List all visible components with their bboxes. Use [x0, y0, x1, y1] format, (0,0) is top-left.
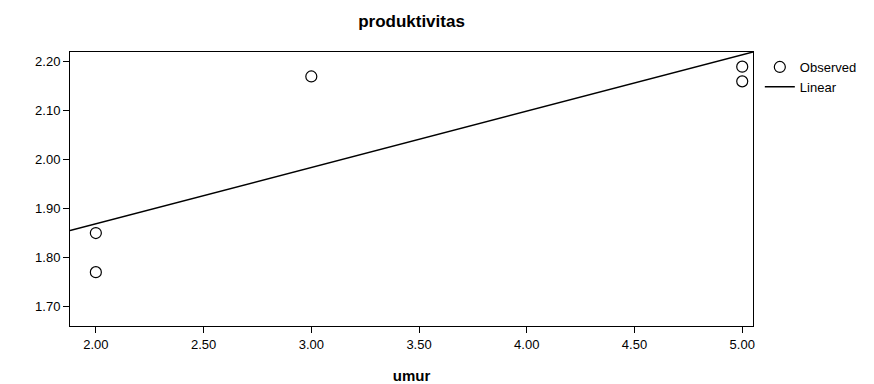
svg-text:4.50: 4.50: [622, 337, 647, 352]
svg-text:1.90: 1.90: [35, 201, 60, 216]
svg-text:umur: umur: [393, 367, 431, 384]
svg-text:2.50: 2.50: [191, 337, 216, 352]
svg-text:2.00: 2.00: [35, 152, 60, 167]
svg-text:3.00: 3.00: [299, 337, 324, 352]
svg-text:Observed: Observed: [800, 60, 856, 75]
svg-text:5.00: 5.00: [730, 337, 755, 352]
svg-text:produktivitas: produktivitas: [358, 12, 465, 31]
svg-text:4.00: 4.00: [514, 337, 539, 352]
svg-text:Linear: Linear: [800, 80, 837, 95]
svg-text:1.70: 1.70: [35, 299, 60, 314]
svg-text:1.80: 1.80: [35, 250, 60, 265]
svg-text:2.10: 2.10: [35, 103, 60, 118]
svg-text:3.50: 3.50: [406, 337, 431, 352]
svg-text:2.00: 2.00: [83, 337, 108, 352]
svg-text:2.20: 2.20: [35, 54, 60, 69]
